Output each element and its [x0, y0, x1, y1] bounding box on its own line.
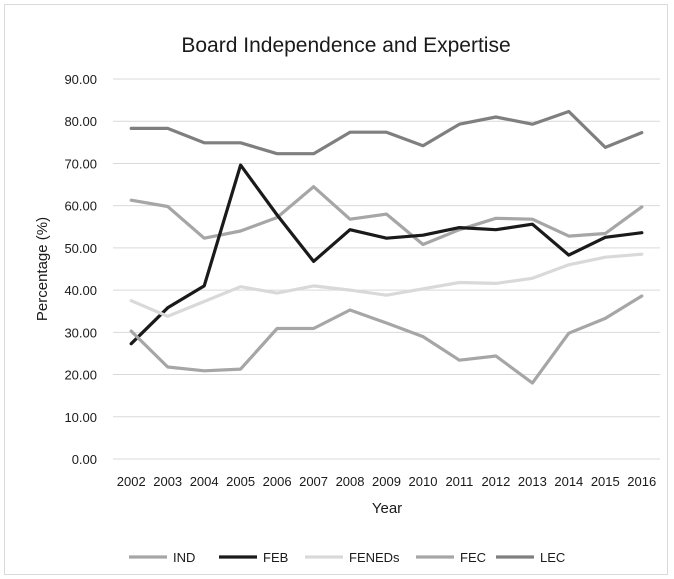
chart-title: Board Independence and Expertise	[181, 34, 510, 57]
x-tick-label: 2003	[153, 474, 182, 489]
y-axis-ticks: 0.00 10.00 20.00 30.00 40.00 50.00 60.00 70.00 8…	[64, 72, 97, 467]
x-tick-label: 2010	[409, 474, 438, 489]
x-tick-label: 2005	[226, 474, 255, 489]
x-tick-label: 2014	[554, 474, 583, 489]
x-tick-label: 2015	[591, 474, 620, 489]
x-axis-label: Year	[372, 500, 402, 517]
y-tick-label: 80.00	[64, 114, 97, 129]
y-tick-label: 30.00	[64, 325, 97, 340]
x-tick-label: 2009	[372, 474, 401, 489]
x-tick-label: 2008	[336, 474, 365, 489]
x-tick-label: 2013	[518, 474, 547, 489]
y-tick-label: 70.00	[64, 156, 97, 171]
series-line-ind	[129, 185, 644, 247]
legend-label-feb: FEB	[263, 550, 288, 565]
y-axis-label: Percentage (%)	[34, 217, 51, 321]
gridlines	[113, 78, 660, 460]
x-tick-label: 2006	[263, 474, 292, 489]
y-tick-label: 0.00	[72, 452, 97, 467]
series-line-feneds	[129, 252, 644, 318]
y-tick-label: 10.00	[64, 410, 97, 425]
x-tick-label: 2016	[627, 474, 656, 489]
x-tick-label: 2007	[299, 474, 328, 489]
legend-label-ind: IND	[173, 550, 195, 565]
legend-label-feneds: FENEDs	[349, 550, 400, 565]
series-lines	[129, 109, 644, 385]
y-tick-label: 40.00	[64, 283, 97, 298]
y-tick-label: 50.00	[64, 241, 97, 256]
series-line-lec	[129, 109, 644, 156]
x-axis-ticks: 2002 2003 2004 2005 2006 2007 2008 2009 2010 2011…	[117, 474, 656, 489]
y-tick-label: 60.00	[64, 199, 97, 214]
series-line-feb	[129, 163, 644, 346]
legend: IND FEB FENEDs FEC LEC	[129, 550, 565, 565]
x-tick-label: 2004	[190, 474, 219, 489]
y-tick-label: 20.00	[64, 368, 97, 383]
y-tick-label: 90.00	[64, 72, 97, 87]
x-tick-label: 2012	[481, 474, 510, 489]
legend-label-lec: LEC	[540, 550, 565, 565]
x-tick-label: 2002	[117, 474, 146, 489]
legend-label-fec: FEC	[460, 550, 486, 565]
series-line-fec	[129, 294, 644, 385]
x-tick-label: 2011	[445, 474, 473, 489]
